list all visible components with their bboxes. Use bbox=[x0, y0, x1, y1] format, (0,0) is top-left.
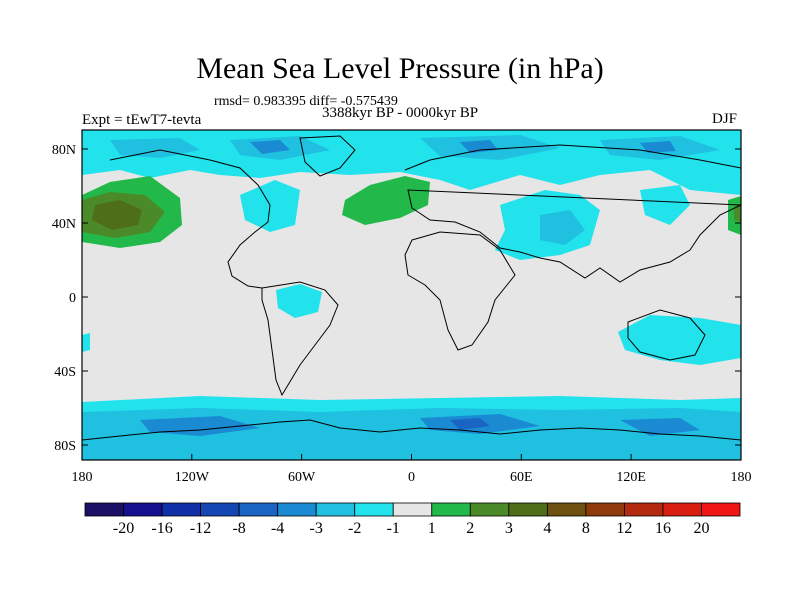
lat-label: 40N bbox=[52, 217, 76, 232]
northern-deep-patches bbox=[250, 140, 676, 154]
colorbar-swatch bbox=[585, 502, 625, 517]
season-label: DJF bbox=[712, 111, 738, 127]
south-america-coast bbox=[261, 281, 339, 397]
colorbar-swatch bbox=[315, 502, 356, 517]
colorbar-label: -2 bbox=[348, 520, 361, 537]
period-label: 3388kyr BP - 0000kyr BP bbox=[322, 105, 479, 121]
antarctica-coast bbox=[82, 419, 741, 441]
east-pacific-high-core bbox=[734, 204, 741, 222]
colorbar-swatch bbox=[392, 502, 433, 517]
lon-label: 120W bbox=[175, 470, 210, 485]
colorbar-swatch bbox=[354, 502, 394, 517]
africa-coast bbox=[404, 231, 516, 351]
colorbar: -20 -16 -12 -8 -4 -3 -2 -1 1 2 3 4 8 12 16 20 bbox=[84, 502, 741, 537]
west-pacific-negative bbox=[82, 333, 90, 352]
coastlines bbox=[82, 135, 741, 441]
colorbar-label: 20 bbox=[693, 520, 709, 537]
colorbar-swatch bbox=[123, 502, 163, 517]
australia-coast bbox=[627, 309, 706, 361]
rmsd-diff-stats: rmsd= 0.983395 diff= -0.575439 bbox=[214, 94, 398, 109]
lon-label: 0 bbox=[408, 470, 415, 485]
colorbar-swatch bbox=[624, 502, 664, 517]
lat-label: 80S bbox=[54, 439, 76, 454]
australia-negative bbox=[618, 315, 741, 365]
southern-darkest-patch bbox=[450, 418, 490, 430]
lon-label: 60W bbox=[288, 470, 316, 485]
colorbar-swatch bbox=[662, 502, 702, 517]
southern-mid-cyan bbox=[82, 408, 741, 460]
north-atlantic-high bbox=[342, 176, 430, 225]
colorbar-label: -12 bbox=[190, 520, 211, 537]
colorbar-swatch bbox=[200, 502, 240, 517]
asia-negative-core bbox=[540, 210, 585, 245]
colorbar-label: 8 bbox=[582, 520, 590, 537]
lon-label: 60E bbox=[510, 470, 533, 485]
colorbar-label: 3 bbox=[505, 520, 513, 537]
colorbar-swatch bbox=[277, 502, 317, 517]
eurasia-coast bbox=[404, 144, 741, 283]
colorbar-swatch bbox=[508, 502, 548, 517]
colorbar-label: 4 bbox=[543, 520, 551, 537]
siberia-negative bbox=[640, 185, 690, 225]
colorbar-swatch bbox=[546, 502, 587, 517]
colorbar-label: -3 bbox=[310, 520, 323, 537]
colorbar-swatch bbox=[238, 502, 279, 517]
longitude-axis: 180 120W 60W 0 60E 120E 180 bbox=[72, 454, 752, 485]
colorbar-label: 16 bbox=[655, 520, 671, 537]
colorbar-label: -20 bbox=[113, 520, 134, 537]
lon-label: 120E bbox=[616, 470, 646, 485]
colorbar-label: -16 bbox=[151, 520, 172, 537]
colorbar-swatch bbox=[469, 502, 510, 517]
colorbar-label: 1 bbox=[428, 520, 436, 537]
south-america-negative bbox=[276, 284, 322, 318]
southern-deep-patches bbox=[140, 414, 700, 436]
colorbar-swatch bbox=[84, 502, 124, 517]
colorbar-label: 2 bbox=[466, 520, 474, 537]
colorbar-swatch bbox=[161, 502, 201, 517]
experiment-label: Expt = tEwT7-tevta bbox=[82, 112, 202, 128]
greenland-coast bbox=[299, 135, 356, 177]
lat-label: 40S bbox=[54, 365, 76, 380]
lat-label: 0 bbox=[69, 291, 76, 306]
colorbar-label: -4 bbox=[271, 520, 284, 537]
lon-label: 180 bbox=[72, 470, 93, 485]
colorbar-label: -1 bbox=[387, 520, 400, 537]
colorbar-label: -8 bbox=[232, 520, 245, 537]
colorbar-swatch bbox=[431, 502, 471, 517]
colorbar-swatch bbox=[701, 502, 741, 517]
lat-label: 80N bbox=[52, 143, 76, 158]
colorbar-label: 12 bbox=[616, 520, 632, 537]
north-pacific-high-core bbox=[92, 200, 142, 230]
north-america-coast bbox=[109, 149, 271, 289]
lon-label: 180 bbox=[731, 470, 752, 485]
latitude-axis: 80N 40N 0 40S 80S bbox=[52, 143, 741, 454]
map-title: Mean Sea Level Pressure (in hPa) bbox=[196, 52, 604, 85]
